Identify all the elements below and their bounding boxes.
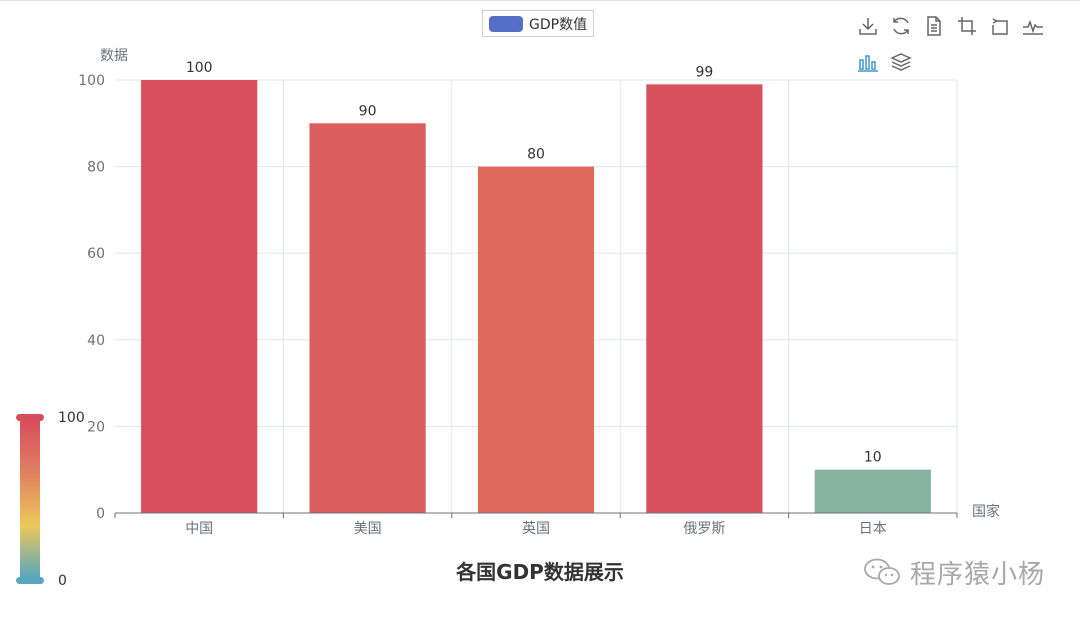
refresh-icon[interactable] [889, 14, 913, 38]
chart-title: 各国GDP数据展示 [456, 560, 624, 584]
x-tick-label: 俄罗斯 [683, 521, 725, 537]
bar [309, 123, 426, 514]
watermark: 程序猿小杨 [862, 554, 1045, 590]
y-tick-label: 80 [87, 160, 105, 176]
y-tick-label: 0 [96, 506, 105, 522]
legend-swatch [489, 15, 523, 32]
zoom-reset-icon[interactable] [988, 14, 1012, 38]
bar [814, 469, 931, 513]
data-label: 99 [695, 64, 713, 80]
data-label: 10 [864, 450, 882, 466]
x-tick-label: 中国 [185, 521, 213, 537]
visual-map-handle-min [16, 577, 44, 584]
data-label: 80 [527, 147, 545, 163]
download-icon[interactable] [856, 14, 880, 38]
legend[interactable]: GDP数值 [482, 10, 595, 37]
y-tick-label: 20 [87, 419, 105, 435]
bar [141, 80, 258, 513]
data-label: 100 [186, 60, 213, 76]
stack-icon[interactable] [889, 50, 913, 74]
y-tick-label: 100 [78, 73, 105, 89]
bar [646, 84, 763, 513]
wechat-icon [864, 558, 900, 585]
x-tick-label: 美国 [354, 521, 382, 537]
zoom-icon[interactable] [955, 14, 979, 38]
visual-map-handle-max [16, 414, 44, 421]
y-axis-name: 数据 [100, 48, 128, 64]
legend-label: GDP数值 [529, 16, 588, 33]
visual-map-bar [20, 420, 40, 578]
x-tick-label: 英国 [522, 520, 550, 537]
x-axis-name: 国家 [972, 503, 1000, 520]
visual-map-max-label: 100 [58, 410, 85, 426]
y-tick-label: 60 [87, 246, 105, 262]
y-tick-label: 40 [87, 333, 105, 349]
bar [477, 166, 595, 513]
watermark-text: 程序猿小杨 [910, 559, 1046, 590]
toolbox [856, 14, 1046, 78]
data-view-icon[interactable] [922, 14, 946, 38]
bar-chart-icon[interactable] [856, 50, 880, 74]
data-label: 90 [359, 103, 377, 119]
visual-map-min-label: 0 [58, 573, 67, 589]
line-chart-icon[interactable] [1021, 14, 1045, 38]
top-divider [0, 0, 1080, 1]
x-tick-label: 日本 [859, 521, 887, 537]
